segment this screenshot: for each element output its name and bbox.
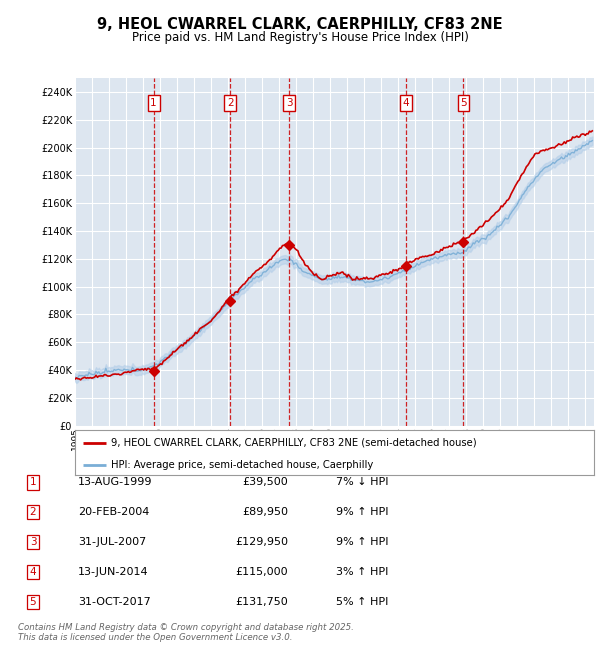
Text: £39,500: £39,500 <box>242 477 288 488</box>
Text: 2: 2 <box>29 507 37 517</box>
Text: £131,750: £131,750 <box>235 597 288 607</box>
Text: 2: 2 <box>227 98 233 108</box>
Text: 20-FEB-2004: 20-FEB-2004 <box>78 507 149 517</box>
Text: 7% ↓ HPI: 7% ↓ HPI <box>336 477 389 488</box>
Text: 1: 1 <box>29 477 37 488</box>
Text: £89,950: £89,950 <box>242 507 288 517</box>
Text: 1: 1 <box>151 98 157 108</box>
Text: £115,000: £115,000 <box>235 567 288 577</box>
Text: HPI: Average price, semi-detached house, Caerphilly: HPI: Average price, semi-detached house,… <box>112 460 374 470</box>
Text: 3: 3 <box>29 537 37 547</box>
Text: 31-OCT-2017: 31-OCT-2017 <box>78 597 151 607</box>
Text: 3% ↑ HPI: 3% ↑ HPI <box>336 567 388 577</box>
Text: 5% ↑ HPI: 5% ↑ HPI <box>336 597 388 607</box>
Text: 4: 4 <box>29 567 37 577</box>
Text: 9% ↑ HPI: 9% ↑ HPI <box>336 537 389 547</box>
Text: 13-AUG-1999: 13-AUG-1999 <box>78 477 152 488</box>
Text: £129,950: £129,950 <box>235 537 288 547</box>
Text: 9, HEOL CWARREL CLARK, CAERPHILLY, CF83 2NE: 9, HEOL CWARREL CLARK, CAERPHILLY, CF83 … <box>97 16 503 32</box>
Text: 3: 3 <box>286 98 292 108</box>
Text: 9, HEOL CWARREL CLARK, CAERPHILLY, CF83 2NE (semi-detached house): 9, HEOL CWARREL CLARK, CAERPHILLY, CF83 … <box>112 437 477 448</box>
Text: 4: 4 <box>403 98 409 108</box>
Text: Contains HM Land Registry data © Crown copyright and database right 2025.
This d: Contains HM Land Registry data © Crown c… <box>18 623 354 642</box>
Text: 31-JUL-2007: 31-JUL-2007 <box>78 537 146 547</box>
Text: Price paid vs. HM Land Registry's House Price Index (HPI): Price paid vs. HM Land Registry's House … <box>131 31 469 44</box>
Text: 13-JUN-2014: 13-JUN-2014 <box>78 567 149 577</box>
Text: 5: 5 <box>460 98 467 108</box>
Text: 9% ↑ HPI: 9% ↑ HPI <box>336 507 389 517</box>
Text: 5: 5 <box>29 597 37 607</box>
